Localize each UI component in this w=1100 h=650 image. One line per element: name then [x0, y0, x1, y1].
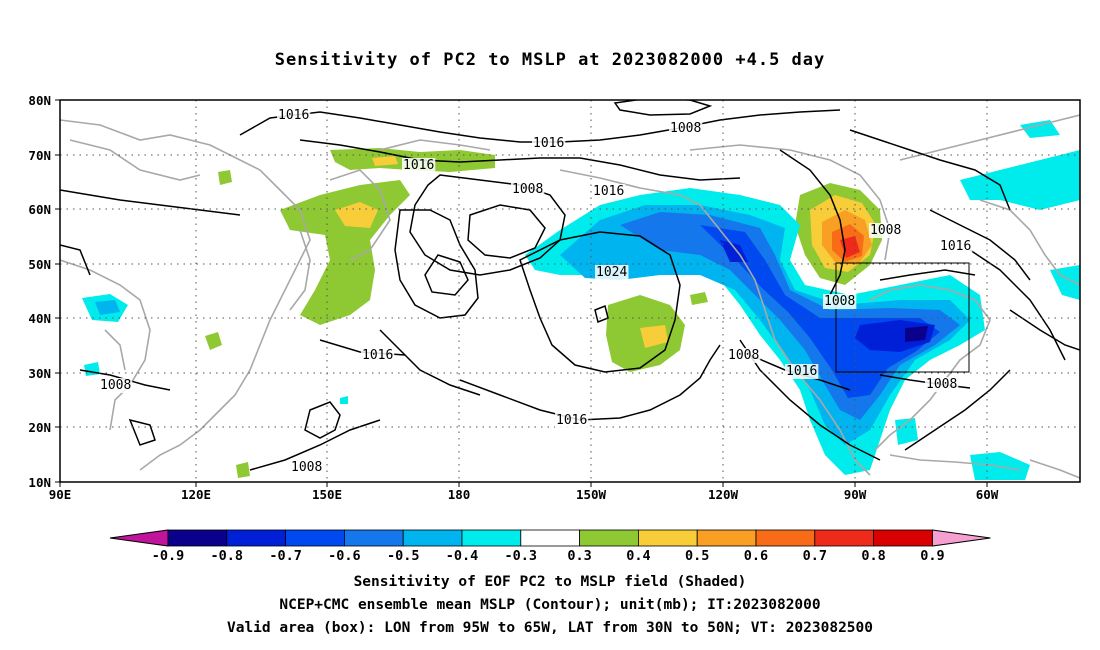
lat-label: 40N: [28, 311, 51, 326]
colorbar-label: 0.9: [920, 548, 944, 564]
colorbar-low-arrow: [109, 529, 169, 547]
coastlines: [60, 114, 1080, 479]
colorbar-label: 0.3: [567, 548, 591, 564]
contour-label-bg: [939, 239, 973, 254]
sensitivity-shading: [82, 120, 1080, 480]
contour-label-bg: [290, 460, 324, 475]
colorbar-label: -0.6: [328, 548, 361, 564]
contour-label-bg: [823, 294, 857, 309]
colorbar-swatch: [814, 529, 874, 547]
contour-label-bg: [511, 182, 545, 197]
contour-label: 1008: [100, 378, 131, 393]
colorbar-high-arrow: [931, 529, 991, 547]
colorbar-label: 0.7: [803, 548, 827, 564]
contour-label-bg: [925, 377, 959, 392]
mslp-contours: [60, 100, 1080, 471]
colorbar-swatch: [638, 529, 698, 547]
colorbar: -0.9 -0.8 -0.7 -0.6 -0.5 -0.4 -0.3 0.3 0.4 0.5 0.6…: [109, 529, 991, 564]
colorbar-swatch: [461, 529, 522, 547]
colorbar-swatch: [167, 529, 228, 547]
longitude-labels: 90E 120E 150E 180 150W 120W 90W 60W: [49, 487, 999, 502]
contour-label: 1008: [870, 223, 901, 238]
contour-label-bg: [532, 136, 566, 151]
caption-valid-area: Valid area (box): LON from 95W to 65W, L…: [226, 620, 873, 636]
contour-label: 1024: [596, 265, 627, 280]
contour-label-bg: [669, 121, 703, 136]
contour-label: 1016: [278, 108, 309, 123]
lon-label: 120W: [708, 487, 739, 502]
contour-label-bg: [595, 265, 629, 280]
contour-label: 1008: [728, 348, 759, 363]
colorbar-label: 0.6: [744, 548, 768, 564]
lat-label: 50N: [28, 257, 51, 272]
contour-label: 1016: [940, 239, 971, 254]
latitude-labels: 80N 70N 60N 50N 40N 30N 20N 10N: [28, 93, 51, 490]
map-frame: [59, 99, 1081, 483]
contour-label: 1016: [786, 364, 817, 379]
map-gridlines: [60, 100, 1080, 482]
contour-label-bg: [727, 348, 761, 363]
caption-contour: NCEP+CMC ensemble mean MSLP (Contour); u…: [279, 597, 821, 613]
contour-label-bg: [785, 364, 819, 379]
lon-label: 90W: [844, 487, 867, 502]
contour-label-bg: [361, 348, 395, 363]
lon-label: 180: [448, 487, 471, 502]
colorbar-swatch: [696, 529, 757, 547]
contour-label: 1016: [533, 136, 564, 151]
plot-title: Sensitivity of PC2 to MSLP at 2023082000…: [274, 50, 826, 70]
lat-label: 30N: [28, 366, 51, 381]
contour-label: 1016: [362, 348, 393, 363]
colorbar-label: 0.5: [685, 548, 709, 564]
contour-label: 1008: [926, 377, 957, 392]
colorbar-swatch: [343, 529, 404, 547]
valid-area-box: [835, 262, 970, 373]
contour-label: 1016: [556, 413, 587, 428]
axis-ticks: [55, 99, 988, 487]
contour-label: 1008: [512, 182, 543, 197]
contour-label-bg: [592, 184, 626, 199]
caption-shading: Sensitivity of EOF PC2 to MSLP field (Sh…: [353, 574, 747, 590]
lon-label: 60W: [976, 487, 999, 502]
colorbar-label: 0.4: [626, 548, 650, 564]
contour-label: 1016: [403, 158, 434, 173]
colorbar-label: -0.5: [387, 548, 420, 564]
lat-label: 80N: [28, 93, 51, 108]
lat-label: 60N: [28, 202, 51, 217]
colorbar-label: -0.8: [211, 548, 244, 564]
colorbar-swatch: [226, 529, 287, 547]
contour-label-bg: [99, 378, 133, 393]
colorbar-swatch: [755, 529, 816, 547]
lon-label: 150W: [576, 487, 607, 502]
colorbar-swatch: [873, 529, 933, 547]
colorbar-swatch: [520, 529, 580, 547]
colorbar-label: 0.8: [861, 548, 885, 564]
contour-labels: 1016 1016 1016 1016 1016 1016 1016 1016 …: [99, 108, 973, 475]
contour-label-bg: [402, 158, 436, 173]
contour-label-bg: [555, 413, 589, 428]
contour-label-bg: [869, 223, 903, 238]
contour-label: 1008: [670, 121, 701, 136]
lat-label: 10N: [28, 475, 51, 490]
lon-label: 120E: [181, 487, 211, 502]
contour-label: 1008: [291, 460, 322, 475]
colorbar-swatch: [579, 529, 639, 547]
colorbar-label: -0.9: [152, 548, 185, 564]
colorbar-label: -0.3: [505, 548, 538, 564]
lat-label: 20N: [28, 420, 51, 435]
lon-label: 90E: [49, 487, 72, 502]
contour-label: 1016: [593, 184, 624, 199]
colorbar-swatch: [402, 529, 463, 547]
contour-label: 1008: [824, 294, 855, 309]
colorbar-label: -0.4: [446, 548, 479, 564]
lon-label: 150E: [312, 487, 342, 502]
colorbar-label: -0.7: [269, 548, 302, 564]
lat-label: 70N: [28, 148, 51, 163]
contour-label-bg: [277, 108, 311, 123]
colorbar-swatch: [285, 529, 345, 547]
